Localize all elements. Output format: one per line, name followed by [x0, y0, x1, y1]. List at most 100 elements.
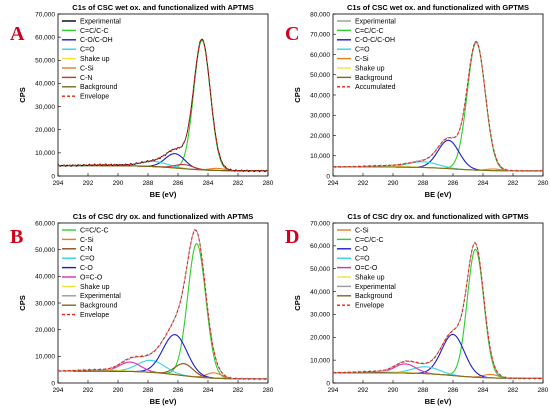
legend-label: Shake up [355, 65, 385, 72]
x-tick-label: 294 [328, 180, 339, 187]
x-tick-label: 294 [53, 180, 64, 187]
experimental-line [58, 228, 268, 381]
chart-title: C1s of CSC wet ox. and functionalized wi… [347, 3, 529, 12]
chart-title: C1s of CSC dry ox. and functionalized wi… [73, 212, 254, 221]
panel-d: D C1s of CSC dry ox. and functionalized w… [275, 207, 550, 414]
legend-label: C=O [355, 256, 370, 263]
legend-label: C-O [80, 265, 93, 272]
plot-area [333, 40, 543, 173]
y-tick-label: 70,000 [310, 220, 330, 227]
legend-label: C-O-C/C-OH [355, 37, 395, 44]
x-tick-label: 290 [388, 387, 399, 394]
y-tick-label: 60,000 [310, 243, 330, 250]
envelope-line [333, 40, 543, 172]
y-tick-label: 80,000 [310, 11, 330, 18]
y-tick-label: 30,000 [35, 300, 55, 307]
y-tick-label: 50,000 [35, 247, 55, 254]
plot-frame [57, 222, 269, 384]
panel-letter: B [10, 226, 23, 248]
y-tick-label: 0 [326, 380, 330, 387]
x-tick-label: 294 [53, 387, 64, 394]
x-tick-label: 282 [233, 387, 244, 394]
legend-label: C-O [355, 246, 368, 253]
legend-label: Background [355, 293, 392, 300]
x-tick-label: 282 [508, 387, 519, 394]
legend-label: O=C-O [355, 265, 378, 272]
y-tick-label: 20,000 [35, 327, 55, 334]
legend-label: Shake up [80, 284, 110, 291]
legend-label: C=C/C-C [80, 28, 109, 35]
y-tick-label: 20,000 [310, 133, 330, 140]
x-tick-label: 290 [388, 180, 399, 187]
legend-label: C-Si [355, 56, 369, 63]
x-tick-label: 284 [203, 387, 214, 394]
x-axis-label: BE (eV) [150, 397, 177, 406]
y-tick-label: 40,000 [35, 81, 55, 88]
x-tick-label: 282 [508, 180, 519, 187]
y-tick-label: 40,000 [310, 289, 330, 296]
legend-label: Shake up [355, 274, 385, 281]
legend-label: C-N [80, 75, 92, 82]
plot-frame [332, 13, 544, 177]
x-tick-label: 292 [358, 387, 369, 394]
panel-b: B C1s of CSC dry ox. and functionalized w… [0, 207, 275, 414]
x-tick-label: 290 [113, 180, 124, 187]
y-tick-label: 20,000 [310, 335, 330, 342]
y-tick-label: 60,000 [35, 34, 55, 41]
y-axis-label: CPS [18, 295, 27, 310]
legend-label: C-Si [80, 237, 94, 244]
legend-label: Experimental [80, 293, 121, 300]
xps-chart-b: B C1s of CSC dry ox. and functionalized w… [10, 212, 274, 406]
y-tick-label: 20,000 [35, 127, 55, 134]
y-tick-label: 30,000 [310, 113, 330, 120]
legend-label: C-O/C-OH [80, 37, 113, 44]
y-axis-label: CPS [18, 87, 27, 102]
panel-letter: D [285, 226, 299, 248]
legend-label: C-N [80, 246, 92, 253]
legend-label: Experimental [355, 284, 396, 291]
legend-label: Background [355, 75, 392, 82]
legend-label: C-Si [355, 227, 369, 234]
x-tick-label: 288 [143, 387, 154, 394]
y-tick-label: 70,000 [35, 11, 55, 18]
legend-label: C=C/C-C [355, 237, 384, 244]
y-axis-label: CPS [293, 87, 302, 102]
y-tick-label: 60,000 [310, 52, 330, 59]
envelope-line [58, 229, 268, 380]
y-tick-label: 50,000 [310, 266, 330, 273]
envelope-line [333, 242, 543, 379]
chart-title: C1s of CSC wet ox. and functionalized wi… [72, 3, 253, 12]
x-tick-label: 280 [538, 180, 549, 187]
legend-label: Accumulated [355, 84, 396, 91]
legend-label: C=C/C-C [355, 28, 384, 35]
legend-label: Background [80, 84, 117, 91]
x-tick-label: 286 [173, 180, 184, 187]
xps-chart-c: C C1s of CSC wet ox. and functionalized w… [285, 3, 549, 199]
x-tick-label: 290 [113, 387, 124, 394]
y-tick-label: 50,000 [310, 72, 330, 79]
legend-label: C=O [355, 47, 370, 54]
panel-letter: C [285, 23, 299, 45]
x-tick-label: 294 [328, 387, 339, 394]
chart-title: C1s of CSC dry ox. and functionalized wi… [347, 212, 528, 221]
x-tick-label: 280 [263, 180, 274, 187]
xps-chart-a: A C1s of CSC wet ox. and functionalized w… [10, 3, 274, 199]
y-tick-label: 50,000 [35, 58, 55, 65]
y-axis-label: CPS [293, 295, 302, 310]
plot-area [333, 241, 543, 380]
y-tick-label: 60,000 [35, 220, 55, 227]
legend-label: Shake up [80, 56, 110, 63]
x-tick-label: 282 [233, 180, 244, 187]
x-tick-label: 280 [538, 387, 549, 394]
y-tick-label: 0 [51, 173, 55, 180]
y-tick-label: 10,000 [35, 150, 55, 157]
x-tick-label: 288 [143, 180, 154, 187]
panel-a: A C1s of CSC wet ox. and functionalized w… [0, 0, 275, 207]
x-tick-label: 286 [448, 180, 459, 187]
panel-letter: A [10, 23, 25, 45]
legend-label: C-Si [80, 65, 94, 72]
x-tick-label: 292 [358, 180, 369, 187]
xps-chart-d: D C1s of CSC dry ox. and functionalized w… [285, 212, 549, 406]
legend-label: C=O [80, 47, 95, 54]
x-tick-label: 288 [418, 387, 429, 394]
